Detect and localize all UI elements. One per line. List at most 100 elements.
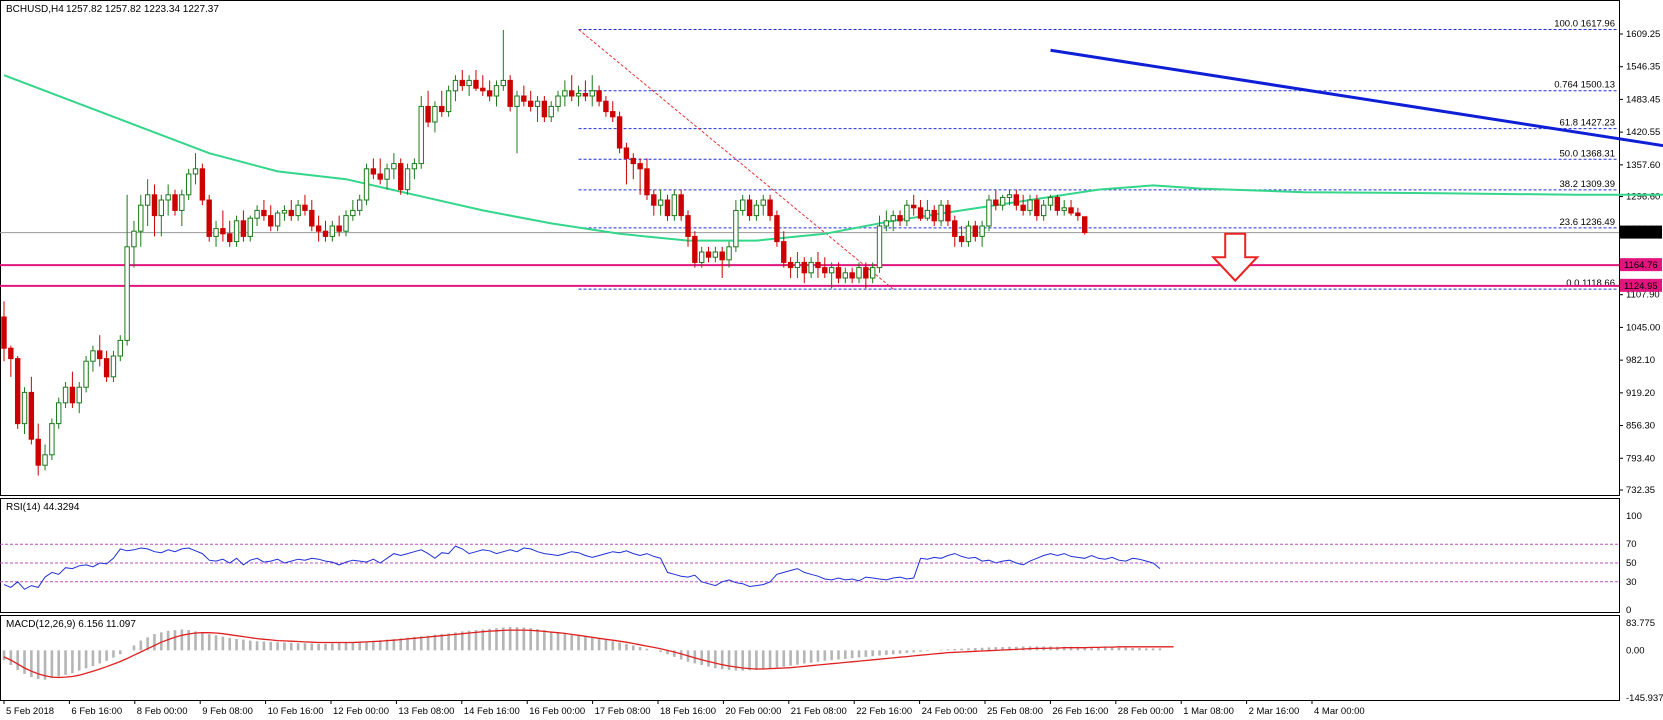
candle-body [828, 267, 835, 274]
candle-body [199, 168, 206, 201]
candle-body [1061, 207, 1067, 211]
candle-body [411, 163, 418, 170]
candle-body [856, 267, 862, 279]
fib-level-label: 0.0 1118.66 [1566, 278, 1615, 289]
price-tick-label: 982.10 [1626, 355, 1655, 366]
macd-pane-frame [0, 615, 1620, 701]
candle-body [541, 100, 548, 118]
candle-body [746, 199, 753, 217]
candle-body [719, 251, 725, 261]
candle-body [897, 215, 903, 222]
candle-body [138, 204, 144, 232]
last-price-badge: 1227.37 [1624, 228, 1658, 239]
candle-body [657, 199, 664, 206]
time-tick-label: 13 Feb 08:00 [398, 706, 454, 717]
candle-body [97, 350, 103, 360]
last-price-badge-bg [1620, 225, 1662, 239]
time-tick-label: 16 Feb 00:00 [529, 706, 585, 717]
macd-tick-label: 83.775 [1626, 618, 1655, 629]
candle-body [76, 386, 82, 404]
time-tick-label: 5 Feb 2018 [6, 706, 54, 717]
candle-body [165, 194, 171, 201]
candle-body [336, 225, 342, 232]
candle-body [302, 204, 308, 211]
time-tick-label: 18 Feb 16:00 [660, 706, 716, 717]
candle-body [651, 194, 657, 206]
candle-body [151, 194, 158, 217]
candle-body [740, 199, 746, 211]
time-tick-label: 26 Feb 16:00 [1052, 706, 1108, 717]
candle-body [890, 215, 896, 222]
macd-tick-label: -145.937 [1626, 693, 1663, 704]
candle-body [774, 215, 780, 243]
candle-body [384, 168, 390, 180]
candle-body [240, 220, 247, 237]
fib-level-label: 38.2 1309.39 [1560, 179, 1615, 190]
candle-body [521, 95, 527, 102]
candle-body [883, 220, 890, 227]
macd-title: MACD(12,26,9) 6.156 11.097 [6, 619, 136, 630]
macd-pane: 83.775 0.00 -145.937 [2, 618, 1663, 704]
time-tick-label: 28 Feb 00:00 [1118, 706, 1174, 717]
candle-body [452, 79, 459, 92]
candle-body [952, 220, 958, 237]
candle-body [35, 438, 41, 466]
candle-body [1013, 194, 1020, 206]
candle-body [425, 105, 431, 123]
time-tick-label: 8 Feb 00:00 [137, 706, 188, 717]
candle-body [753, 204, 760, 217]
candle-body [999, 196, 1006, 206]
candle-body [432, 105, 438, 123]
candle-body [733, 209, 739, 248]
candle-body [110, 355, 117, 378]
candle-body [1020, 204, 1026, 211]
price-tick-label: 732.35 [1626, 485, 1655, 496]
candle-body [268, 215, 274, 227]
candle-body [924, 209, 931, 219]
candle-body [726, 246, 732, 261]
candle-body [1040, 204, 1047, 217]
candle-body [206, 199, 212, 237]
candle-body [322, 230, 329, 237]
candle-body [172, 194, 178, 211]
price-tick-label: 1296.60 [1626, 192, 1660, 203]
time-tick-label: 4 Mar 00:00 [1314, 706, 1365, 717]
macd-signal-line [3, 629, 1174, 679]
candle-body [439, 105, 445, 113]
candle-body [698, 251, 705, 263]
candle-body [185, 173, 192, 196]
candle-body [233, 220, 240, 243]
candle-body [527, 100, 534, 107]
symbol-header: BCHUSD,H4 [6, 4, 64, 15]
candle-body [582, 92, 589, 97]
candle-body [979, 225, 985, 237]
candle-body [117, 339, 123, 357]
candle-body [500, 79, 507, 87]
candle-body [343, 215, 349, 232]
price-tick-label: 1045.00 [1626, 322, 1660, 333]
ohlc-header: 1257.82 1257.82 1223.34 1227.37 [66, 4, 219, 15]
candle-body [938, 204, 944, 222]
candle-body [863, 267, 869, 279]
candle-body [1006, 194, 1013, 198]
time-tick-label: 22 Feb 16:00 [856, 706, 912, 717]
candle-body [781, 241, 787, 263]
candle-body [8, 347, 14, 360]
candle-body [1082, 216, 1088, 234]
price-tick-label: 1483.45 [1626, 94, 1660, 105]
candle-body [562, 90, 568, 97]
price-tick-label: 793.40 [1626, 453, 1655, 464]
candle-body [220, 228, 226, 235]
price-tick-label: 1357.60 [1626, 160, 1660, 171]
candle-body [767, 199, 773, 217]
time-tick-label: 12 Feb 00:00 [333, 706, 389, 717]
candle-body [644, 168, 650, 196]
time-tick-label: 14 Feb 16:00 [464, 706, 520, 717]
candle-body [507, 79, 513, 107]
rsi-line [3, 545, 1161, 590]
rsi-tick-label: 0 [1626, 605, 1631, 616]
candle-body [815, 261, 821, 269]
price-tick-label: 1546.35 [1626, 62, 1660, 73]
